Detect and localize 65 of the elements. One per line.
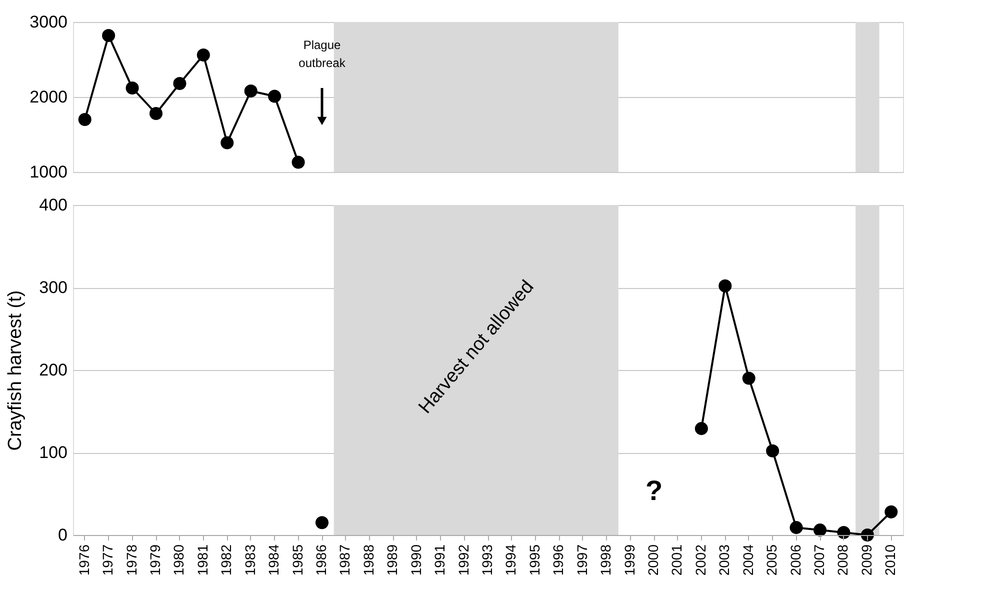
x-tick-label: 1985 — [289, 544, 306, 576]
x-tick-label: 1995 — [526, 544, 542, 576]
y-tick-label: 1000 — [30, 162, 68, 182]
x-tick-label: 1980 — [170, 544, 187, 576]
point — [813, 524, 827, 537]
x-tick-label: 2001 — [668, 544, 685, 576]
point — [884, 505, 898, 518]
point — [315, 516, 329, 530]
x-tick-label: 2008 — [834, 544, 851, 576]
x-tick-label: 2006 — [787, 544, 804, 576]
x-tick-label: 1983 — [242, 544, 258, 576]
x-tick-label: 1990 — [408, 544, 424, 576]
point — [694, 422, 708, 436]
point — [244, 84, 258, 98]
x-tick-label: 1981 — [194, 544, 210, 576]
y-tick-label: 0 — [58, 526, 68, 544]
x-tick-label: 2000 — [645, 544, 661, 576]
point — [78, 112, 92, 126]
point — [742, 372, 756, 385]
x-tick-label: 1997 — [574, 544, 590, 576]
point — [292, 156, 305, 169]
x-tick-label: 1993 — [479, 544, 495, 576]
y-tick-label: 100 — [39, 443, 68, 462]
x-tick-label: 1996 — [550, 544, 566, 576]
y-axis-title: Crayfish harvest (t) — [5, 290, 26, 451]
y-tick-label: 400 — [39, 196, 68, 214]
x-tick-label: 2003 — [716, 544, 732, 576]
point — [718, 279, 732, 292]
point — [268, 90, 282, 103]
point — [149, 106, 163, 120]
y-tick-label: 2000 — [30, 88, 68, 106]
x-tick-label: 1982 — [218, 544, 234, 576]
annotation: ? — [645, 475, 663, 506]
x-tick-label: 1976 — [76, 544, 92, 576]
x-tick-label: 1979 — [147, 544, 163, 576]
y-tick-label: 200 — [39, 360, 68, 380]
x-tick-label: 1977 — [100, 544, 116, 576]
x-tick-label: 2010 — [882, 544, 898, 576]
x-tick-label: 1978 — [123, 544, 140, 576]
x-tick-label: 2005 — [764, 544, 780, 576]
point — [102, 28, 116, 42]
point — [790, 521, 803, 534]
x-tick-label: 2004 — [740, 544, 756, 576]
x-tick-label: 1987 — [336, 544, 353, 576]
y-tick-label: 300 — [39, 278, 68, 297]
x-tick-label: 2002 — [692, 544, 708, 576]
point — [860, 528, 874, 542]
x-tick-label: 1994 — [502, 544, 519, 576]
x-tick-label: 1991 — [432, 544, 448, 576]
x-tick-label: 1999 — [621, 544, 638, 576]
annotation: Plague outbreak — [298, 38, 346, 70]
point — [196, 48, 210, 62]
point — [126, 81, 139, 95]
y-tick-label: 3000 — [30, 12, 68, 32]
x-tick-label: 1986 — [313, 544, 329, 576]
x-tick-label: 2007 — [811, 544, 827, 576]
point — [220, 136, 234, 150]
x-tick-label: 1998 — [598, 544, 614, 576]
point — [173, 76, 186, 90]
point — [766, 444, 780, 458]
x-tick-label: 1989 — [384, 544, 400, 576]
x-tick-label: 2009 — [858, 544, 874, 576]
x-tick-label: 1984 — [266, 544, 282, 576]
x-tick-label: 1992 — [455, 544, 472, 576]
x-tick-label: 1988 — [360, 544, 376, 576]
